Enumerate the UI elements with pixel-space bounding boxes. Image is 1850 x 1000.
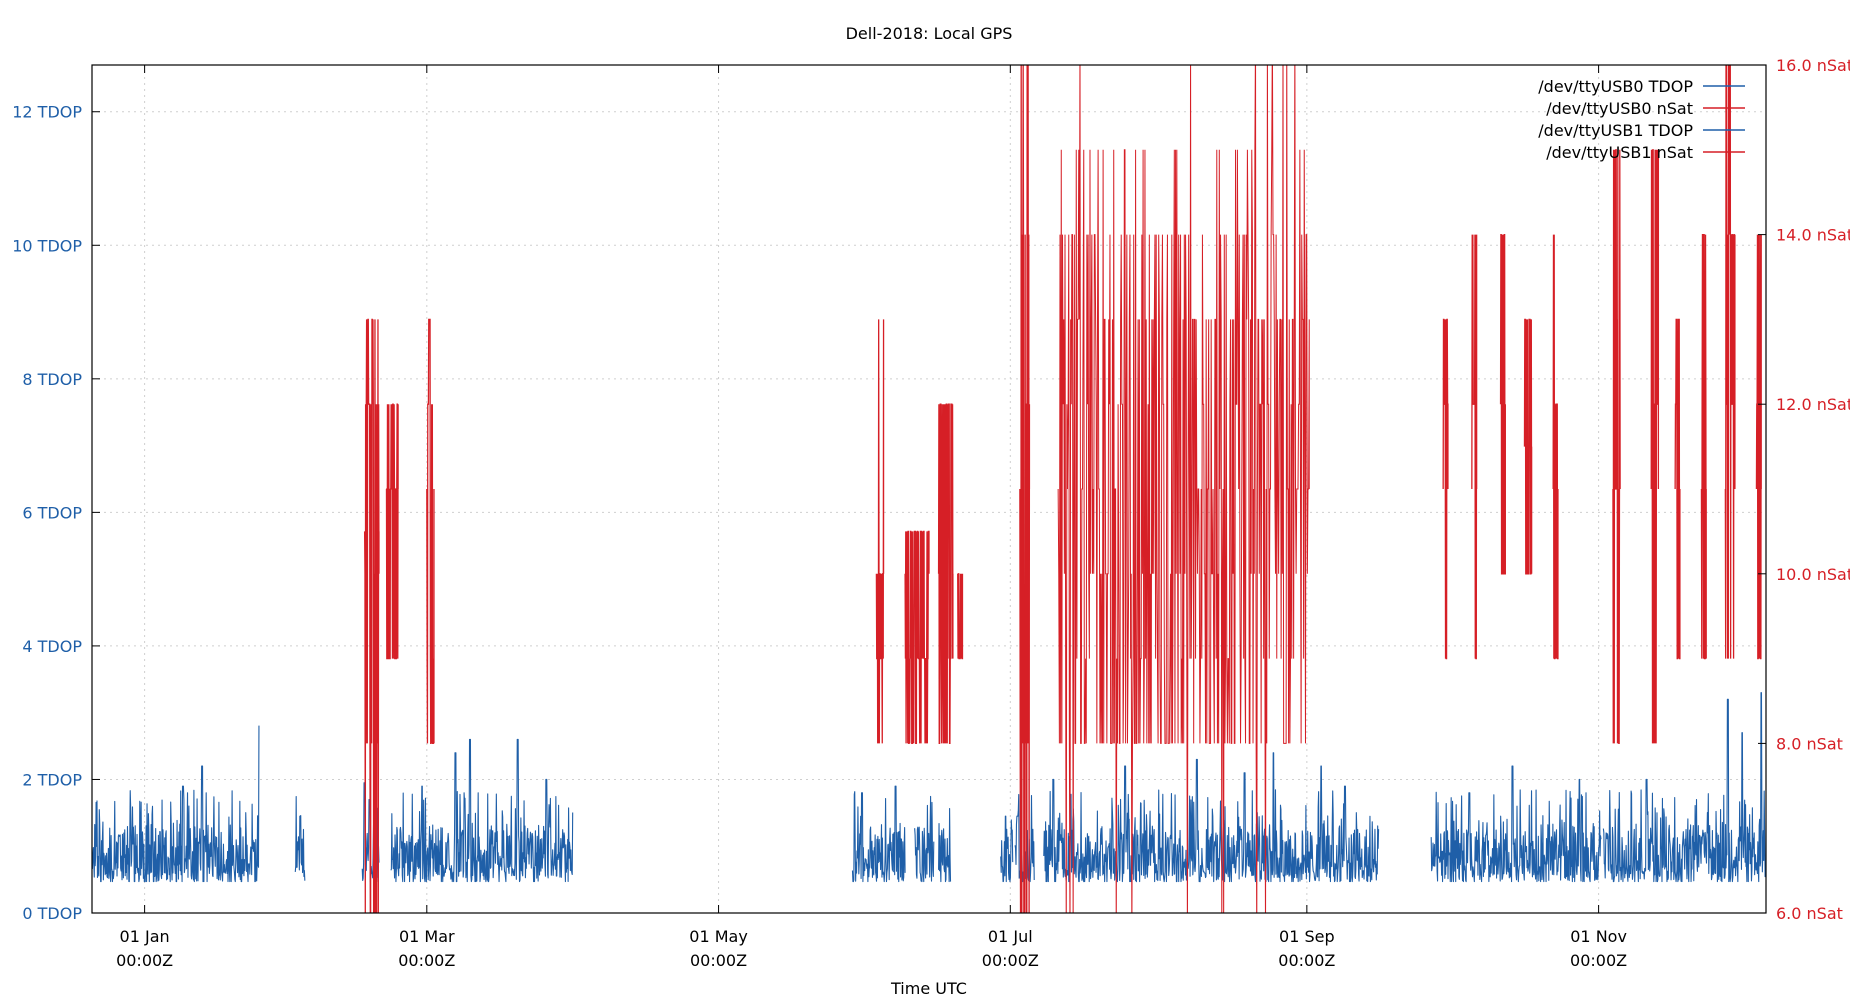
nsat-trace-segment (957, 573, 964, 660)
axes: 0 TDOP 2 TDOP 4 TDOP 6 TDOP 8 TDOP 10 TDOP 12 … (12, 56, 1850, 970)
tdop-trace-segment (1602, 692, 1766, 883)
y-left-tick-label: 4 TDOP (22, 637, 82, 656)
nsat-trace-segment (1499, 233, 1506, 575)
legend-label: /dev/ttyUSB0 TDOP (1538, 77, 1693, 96)
y-right-tick-label: 12.0 nSat (1776, 395, 1850, 414)
nsat-trace-segment (875, 319, 885, 744)
tdop-trace-segment (390, 738, 574, 883)
x-tick-label-time: 00:00Z (398, 951, 455, 970)
tdop-trace-segment (92, 725, 260, 883)
tdop-trace-segment (851, 785, 906, 883)
y-right-tick-label: 8.0 nSat (1776, 734, 1843, 753)
tdop-trace-segment (1000, 815, 1014, 883)
tdop-trace-segment (294, 795, 306, 881)
x-tick-label-date: 01 Mar (399, 927, 455, 946)
nsat-trace-segment (1674, 318, 1681, 660)
y-right-tick-label: 10.0 nSat (1776, 565, 1850, 584)
nsat-trace-segment (937, 403, 954, 745)
x-tick-label-time: 00:00Z (1278, 951, 1335, 970)
y-left-tick-label: 2 TDOP (22, 770, 82, 789)
nsat-trace-segment (1755, 234, 1762, 660)
nsat-trace-segment (1776, 235, 1786, 744)
nsat-trace-segment (385, 403, 399, 660)
y-left-tick-label: 6 TDOP (22, 503, 82, 522)
tdop-trace-segment (938, 807, 952, 883)
x-tick-label-time: 00:00Z (1570, 951, 1627, 970)
nsat-trace-segment (1442, 318, 1449, 660)
tdop-trace-segment (1430, 765, 1602, 883)
series-dev-ttyusb1-nsat (1019, 65, 1809, 913)
nsat-trace-segment (904, 530, 930, 745)
x-axis-label: Time UTC (890, 979, 967, 998)
y-right-tick-label: 14.0 nSat (1776, 226, 1850, 245)
nsat-trace-segment (1019, 65, 1031, 913)
chart-title: Dell-2018: Local GPS (846, 24, 1013, 43)
grid (92, 65, 1766, 913)
nsat-trace-segment (363, 318, 380, 913)
tdop-trace-segment (914, 795, 935, 883)
legend-label: /dev/ttyUSB1 nSat (1546, 143, 1693, 162)
nsat-trace-segment (1724, 65, 1736, 659)
x-tick-label-time: 00:00Z (690, 951, 747, 970)
nsat-trace-segment (1700, 233, 1707, 660)
legend: /dev/ttyUSB0 TDOP/dev/ttyUSB0 nSat/dev/t… (1538, 77, 1745, 162)
y-left-tick-label: 0 TDOP (22, 904, 82, 923)
x-tick-label-date: 01 Sep (1279, 927, 1335, 946)
tdop-trace-segment (1043, 752, 1380, 883)
plot-frame (91, 64, 1767, 914)
nsat-trace-segment (1804, 319, 1809, 658)
y-left-tick-label: 12 TDOP (12, 103, 82, 122)
y-left-tick-label: 8 TDOP (22, 370, 82, 389)
x-tick-label-date: 01 Jan (120, 927, 170, 946)
plot-series (92, 65, 1809, 913)
y-right-tick-label: 16.0 nSat (1776, 56, 1850, 75)
series-dev-ttyusb0-nsat (363, 318, 964, 913)
x-tick-label-time: 00:00Z (116, 951, 173, 970)
nsat-trace-segment (1552, 234, 1559, 660)
x-tick-label-time: 00:00Z (982, 951, 1039, 970)
nsat-trace-segment (1057, 65, 1310, 913)
x-tick-label-date: 01 May (689, 927, 748, 946)
legend-label: /dev/ttyUSB0 nSat (1546, 99, 1693, 118)
nsat-trace-segment (1650, 149, 1660, 744)
x-tick-label-date: 01 Jul (988, 927, 1033, 946)
x-tick-label-date: 01 Nov (1570, 927, 1627, 946)
y-right-tick-label: 6.0 nSat (1776, 904, 1843, 923)
y-left-tick-label: 10 TDOP (12, 236, 82, 255)
nsat-trace-segment (426, 318, 435, 745)
legend-label: /dev/ttyUSB1 TDOP (1538, 121, 1693, 140)
nsat-trace-segment (1523, 318, 1533, 575)
series-dev-ttyusb0-tdop (92, 725, 1014, 883)
nsat-trace-segment (1471, 234, 1478, 660)
nsat-trace-segment (1612, 149, 1621, 745)
series-dev-ttyusb1-tdop (1014, 692, 1766, 883)
